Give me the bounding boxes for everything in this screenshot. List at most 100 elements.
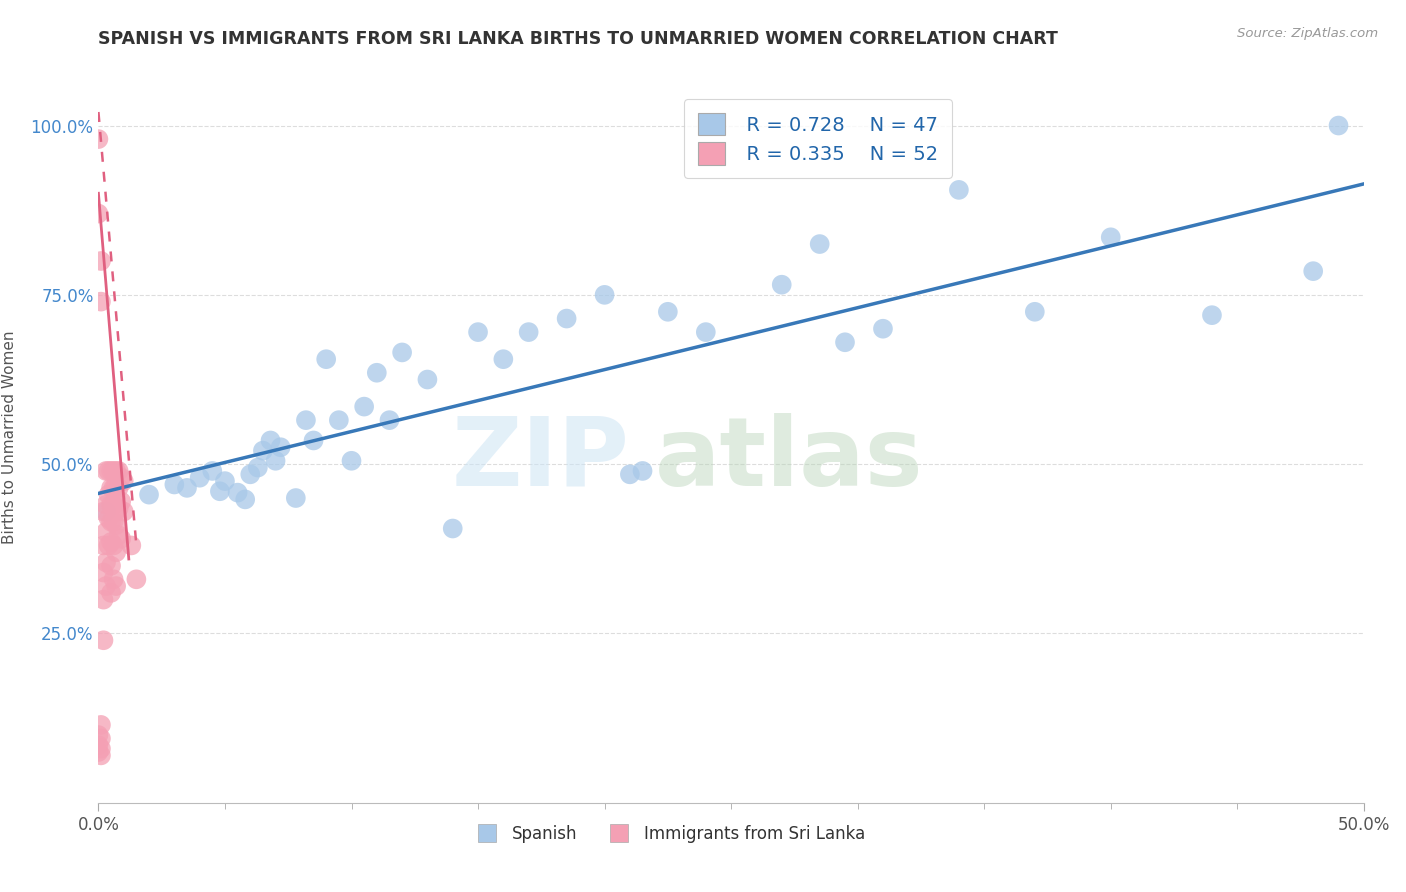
Point (340, 454, 363, 468)
Point (105, 505, 128, 519)
Point (233, 492, 256, 507)
Point (105, 491, 128, 505)
Point (208, 484, 231, 499)
Legend: Spanish, Immigrants from Sri Lanka: Spanish, Immigrants from Sri Lanka (464, 818, 872, 849)
Point (103, 481, 125, 495)
Point (97, 538, 120, 552)
Point (391, 345, 413, 359)
Point (94, 464, 117, 478)
Point (94, 498, 117, 512)
Point (107, 481, 129, 495)
Point (87, 738, 110, 752)
Point (110, 532, 132, 546)
Point (188, 471, 211, 485)
Point (100, 464, 122, 478)
Point (214, 474, 236, 488)
Point (302, 434, 325, 448)
Point (105, 518, 128, 533)
Point (105, 477, 128, 491)
Point (100, 515, 122, 529)
Text: SPANISH VS IMMIGRANTS FROM SRI LANKA BIRTHS TO UNMARRIED WOMEN CORRELATION CHART: SPANISH VS IMMIGRANTS FROM SRI LANKA BIR… (98, 29, 1059, 47)
Point (353, 400, 375, 414)
Point (110, 471, 132, 485)
Point (97, 488, 120, 502)
Point (90, 748, 112, 763)
Point (657, 305, 679, 319)
Point (105, 545, 128, 559)
Point (284, 491, 307, 505)
Point (315, 352, 337, 367)
Point (105, 464, 128, 478)
Point (87, 132, 110, 146)
Y-axis label: Births to Unmarried Women: Births to Unmarried Women (1, 330, 17, 544)
Point (619, 467, 641, 482)
Point (295, 413, 318, 427)
Point (93, 633, 115, 648)
Point (259, 434, 281, 448)
Point (593, 288, 616, 302)
Point (492, 352, 515, 367)
Point (112, 474, 135, 488)
Point (110, 494, 132, 508)
Point (90, 718, 112, 732)
Point (120, 538, 142, 552)
Point (105, 579, 128, 593)
Point (834, 335, 856, 350)
Point (416, 372, 439, 386)
Point (112, 505, 135, 519)
Point (94, 505, 117, 519)
Point (87, 728, 110, 742)
Point (226, 485, 249, 500)
Point (246, 460, 269, 475)
Point (555, 311, 578, 326)
Point (87, 206, 110, 220)
Point (87, 745, 110, 759)
Point (138, 488, 160, 502)
Point (103, 498, 125, 512)
Point (201, 464, 224, 478)
Point (90, 294, 112, 309)
Point (808, 237, 831, 252)
Point (100, 558, 122, 573)
Point (90, 741, 112, 756)
Point (94, 579, 117, 593)
Point (1099, 230, 1122, 244)
Point (125, 572, 148, 586)
Point (366, 366, 388, 380)
Point (695, 325, 717, 339)
Point (94, 555, 117, 569)
Point (107, 528, 129, 542)
Point (100, 535, 122, 549)
Point (270, 440, 292, 454)
Point (103, 464, 125, 478)
Point (239, 467, 262, 482)
Point (107, 501, 129, 516)
Point (176, 481, 198, 495)
Point (103, 515, 125, 529)
Point (770, 277, 793, 292)
Point (631, 464, 654, 478)
Point (107, 464, 129, 478)
Point (90, 731, 112, 746)
Point (441, 521, 464, 535)
Point (1302, 264, 1324, 278)
Point (252, 443, 274, 458)
Point (103, 538, 125, 552)
Point (378, 413, 401, 427)
Point (100, 498, 122, 512)
Point (1201, 308, 1223, 322)
Point (93, 592, 115, 607)
Point (467, 325, 489, 339)
Point (264, 454, 287, 468)
Point (93, 566, 115, 580)
Text: atlas: atlas (655, 412, 924, 506)
Point (163, 477, 186, 491)
Point (103, 572, 125, 586)
Point (93, 538, 115, 552)
Point (97, 511, 120, 525)
Point (97, 464, 120, 478)
Text: Source: ZipAtlas.com: Source: ZipAtlas.com (1237, 27, 1378, 40)
Point (94, 524, 117, 539)
Point (90, 254, 112, 268)
Text: ZIP: ZIP (451, 412, 630, 506)
